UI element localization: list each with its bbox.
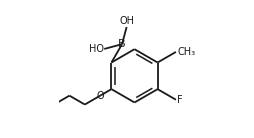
Text: HO: HO [89, 44, 104, 54]
Text: OH: OH [119, 16, 134, 26]
Text: CH₃: CH₃ [177, 47, 195, 57]
Text: F: F [177, 95, 182, 105]
Text: O: O [96, 91, 104, 101]
Text: B: B [118, 39, 126, 49]
